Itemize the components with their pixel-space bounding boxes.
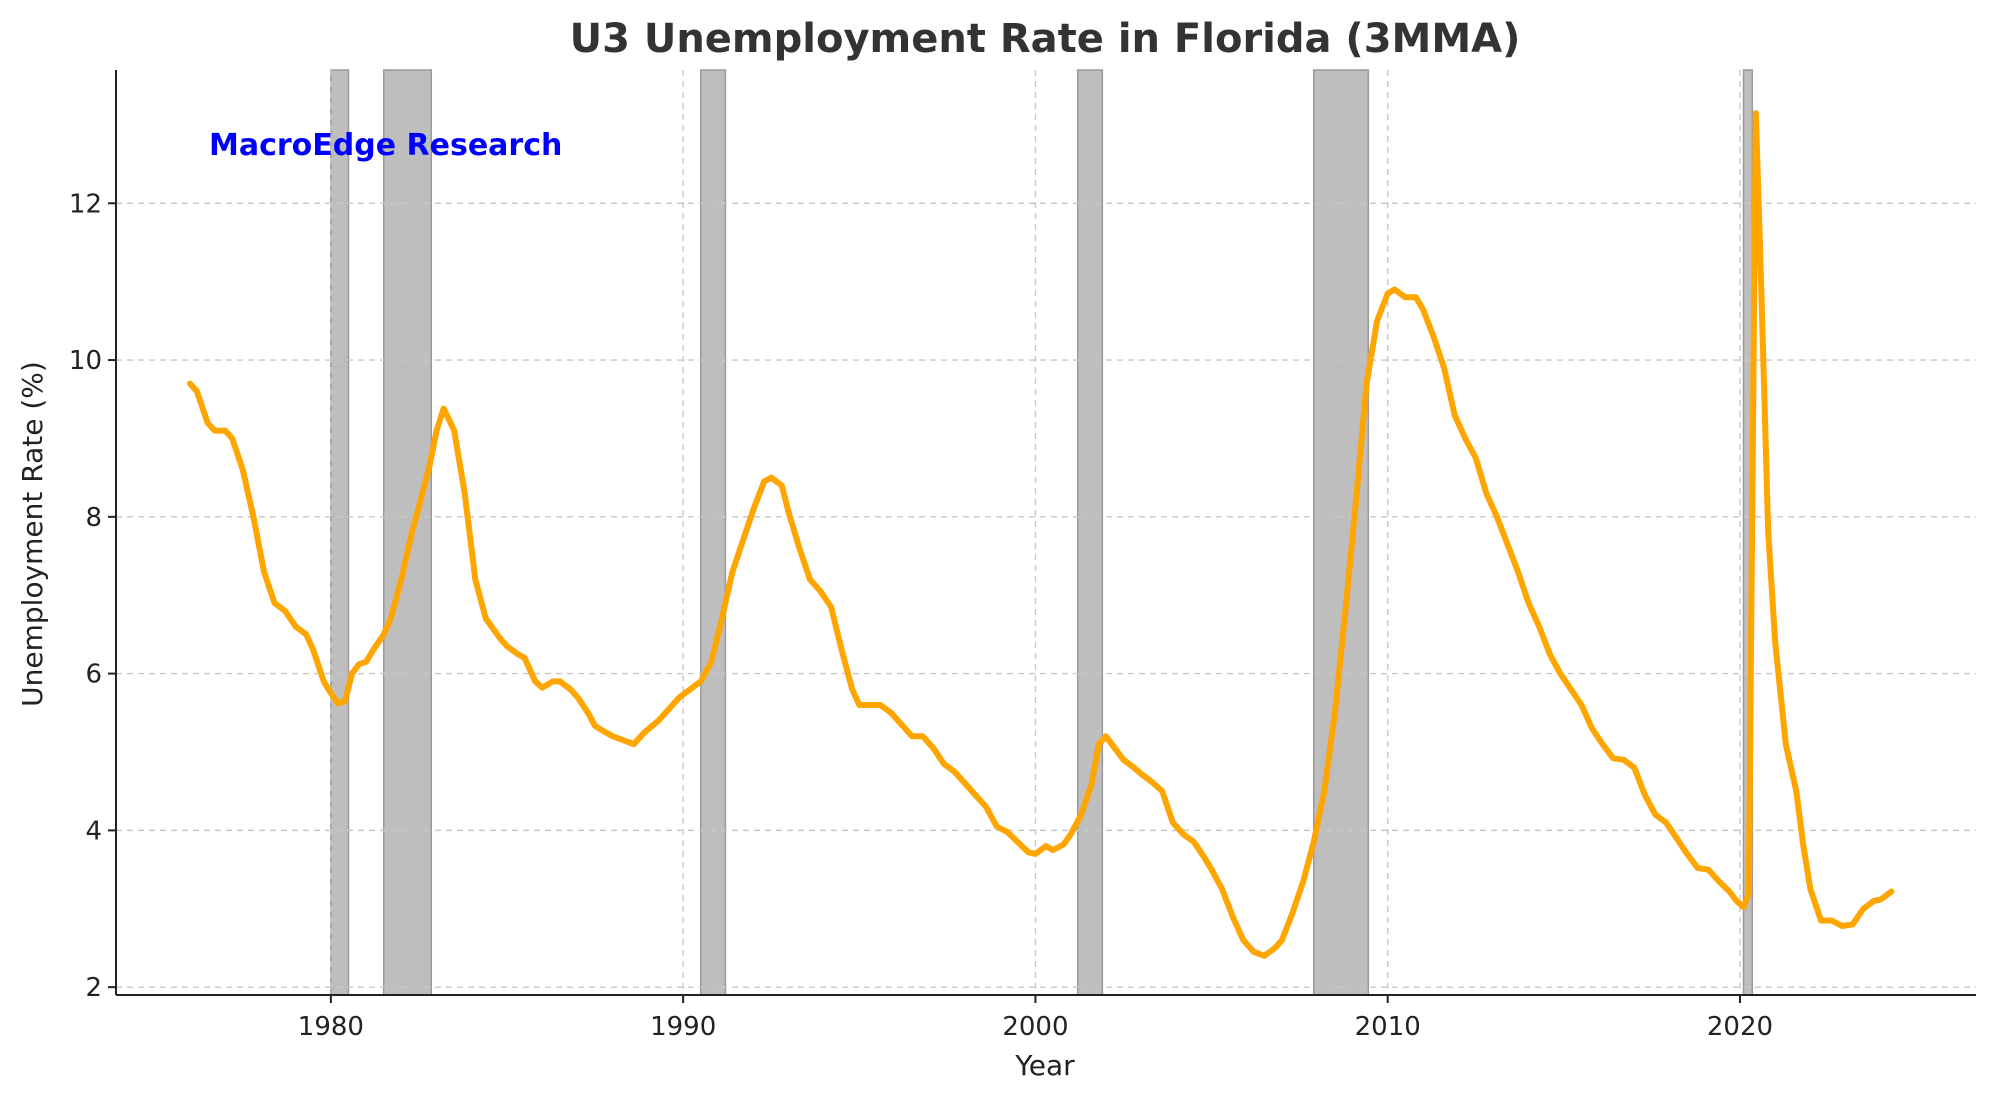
series-line-1	[187, 110, 1895, 959]
y-tick-label-8: 8	[85, 503, 102, 533]
recession-band-2	[382, 69, 433, 996]
x-tick-label-2010: 2010	[1355, 1012, 1421, 1042]
y-tick-label-4: 4	[85, 816, 102, 846]
recession-band-1	[330, 69, 350, 996]
recession-band-4	[1076, 69, 1104, 996]
gridlines-group	[116, 70, 1976, 995]
y-tick-label-10: 10	[69, 346, 102, 376]
y-tick-label-12: 12	[69, 189, 102, 219]
x-axis-ticks: 1980 1990 2000 2010 2020	[298, 995, 1773, 1042]
recession-band-3	[700, 69, 727, 996]
chart-title: U3 Unemployment Rate in Florida (3MMA)	[570, 16, 1521, 62]
y-tick-label-6: 6	[85, 660, 102, 690]
series-group	[187, 110, 1895, 959]
x-axis-label: Year	[1014, 1049, 1075, 1082]
x-tick-label-2000: 2000	[1002, 1012, 1068, 1042]
recession-shading-group	[330, 69, 1754, 996]
recession-band-5	[1312, 69, 1370, 996]
y-axis-label: Unemployment Rate (%)	[16, 361, 49, 707]
watermark-label: MacroEdge Research	[209, 128, 562, 163]
x-tick-label-1990: 1990	[650, 1012, 716, 1042]
y-axis-ticks: 2 4 6 8 10 12	[69, 189, 116, 1003]
x-tick-label-2020: 2020	[1707, 1012, 1773, 1042]
x-tick-label-1980: 1980	[298, 1012, 364, 1042]
y-tick-label-2: 2	[85, 973, 102, 1003]
